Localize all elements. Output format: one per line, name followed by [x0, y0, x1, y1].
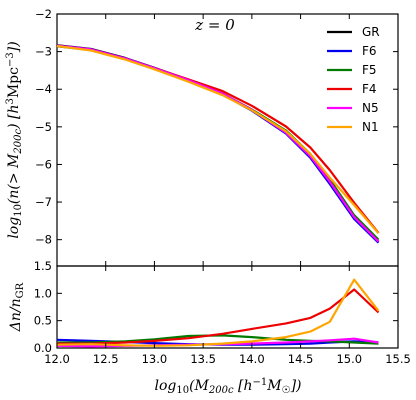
legend-label-gr: GR — [362, 25, 380, 39]
top-panel: −2 −3 −4 −5 −6 −7 −8 z = 0 GR F6 F5 F4 N5 N1 log10(… — [5, 7, 399, 267]
x-axis-label: log10(M200c [h−1M☉]) — [154, 377, 301, 396]
bottom-series-n1 — [56, 278, 380, 347]
bottom-x-tick-label: 15.5 — [385, 352, 411, 366]
top-y-tick-label: −4 — [35, 82, 52, 96]
bottom-x-tick-label: 15.0 — [336, 352, 362, 366]
top-panel-series — [56, 44, 380, 244]
top-y-axis-label: log10(n(> M200c) [h3Mpc−3]) — [5, 41, 24, 238]
bottom-y-ticks: 0.0 0.5 1.0 1.5 — [34, 259, 398, 355]
legend-label-f4: F4 — [362, 82, 377, 96]
top-y-tick-label: −7 — [35, 195, 52, 209]
legend-label-n1: N1 — [362, 120, 379, 134]
top-series-n5 — [56, 44, 380, 243]
bottom-y-tick-label: 1.5 — [34, 259, 52, 273]
bottom-series-f4 — [57, 288, 380, 345]
top-series-f4 — [56, 44, 380, 234]
top-series-gr — [56, 44, 380, 243]
bottom-y-axis-label: Δn/nGR — [8, 282, 26, 332]
top-y-tick-label: −5 — [35, 120, 52, 134]
top-y-tick-label: −2 — [35, 7, 52, 21]
top-y-tick-label: −8 — [35, 233, 52, 247]
bottom-x-tick-label: 13.0 — [142, 352, 168, 366]
bottom-x-tick-label: 14.0 — [239, 352, 265, 366]
legend-label-f5: F5 — [362, 63, 377, 77]
redshift-annotation: z = 0 — [194, 16, 235, 34]
bottom-y-tick-label: 0.5 — [34, 314, 52, 328]
bottom-x-tick-label: 13.5 — [190, 352, 216, 366]
bottom-x-tick-label: 12.0 — [44, 352, 70, 366]
top-x-ticks — [56, 14, 399, 266]
top-series-n1 — [56, 44, 380, 235]
bottom-y-tick-label: 1.0 — [34, 286, 52, 300]
bottom-panel-frame — [56, 265, 399, 349]
top-series-f6 — [56, 44, 380, 244]
top-y-ticks: −2 −3 −4 −5 −6 −7 −8 — [35, 7, 398, 247]
bottom-panel-series — [56, 278, 380, 348]
top-y-tick-label: −3 — [35, 45, 52, 59]
bottom-panel: 0.0 0.5 1.0 1.5 12.0 12.5 13.0 13.5 14.0 14.5 15.… — [8, 259, 411, 396]
bottom-y-tick-label: 0.0 — [34, 341, 52, 355]
bottom-x-tick-label: 14.5 — [288, 352, 314, 366]
legend-label-f6: F6 — [362, 44, 377, 58]
legend: GR F6 F5 F4 N5 N1 — [327, 25, 380, 134]
top-series-f5 — [56, 45, 380, 241]
bottom-x-ticks: 12.0 12.5 13.0 13.5 14.0 14.5 15.0 15.5 — [44, 266, 411, 366]
bottom-x-tick-label: 12.5 — [93, 352, 119, 366]
legend-label-n5: N5 — [362, 101, 379, 115]
top-y-tick-label: −6 — [35, 157, 52, 171]
